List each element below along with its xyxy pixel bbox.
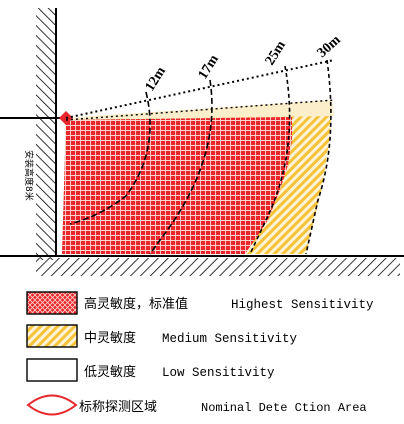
wall <box>36 8 56 260</box>
legend-label-medium-en: Medium Sensitivity <box>162 332 298 346</box>
range-label-25m: 25m <box>263 38 289 68</box>
legend-label-nominal-cn: 标称探测区域 <box>79 400 157 415</box>
legend-swatch-low <box>26 358 78 382</box>
legend-label-low-en: Low Sensitivity <box>162 366 275 380</box>
mounting-height-label: 安装高度8米 <box>23 150 35 201</box>
range-label-12m: 12m <box>143 64 169 94</box>
legend-swatch-highest <box>26 291 78 315</box>
legend-item-low: 低灵敏度 Low Sensitivity <box>26 358 275 382</box>
upper-boundary <box>65 59 335 119</box>
legend-item-nominal: 标称探测区域 Nominal Dete Ction Area <box>26 394 367 416</box>
legend-item-medium: 中灵敏度 Medium Sensitivity <box>26 324 298 348</box>
floor <box>36 258 400 276</box>
range-arc-30m <box>305 59 332 255</box>
legend-label-medium-cn: 中灵敏度 <box>84 330 136 346</box>
range-label-30m: 30m <box>315 32 344 61</box>
legend: 高灵敏度，标准值 Highest Sensitivity 中灵敏度 Medium… <box>26 291 374 416</box>
legend-swatch-medium <box>26 324 78 348</box>
legend-label-low-cn: 低灵敏度 <box>84 364 136 380</box>
detection-diagram: 12m 17m 25m 30m 安装高度8米 <box>0 8 404 276</box>
highest-sensitivity-area <box>62 117 292 254</box>
legend-label-highest-en: Highest Sensitivity <box>231 298 374 312</box>
legend-item-highest: 高灵敏度，标准值 Highest Sensitivity <box>26 291 374 315</box>
legend-label-nominal-en: Nominal Dete Ction Area <box>201 401 367 415</box>
range-arc-12m <box>69 91 151 225</box>
range-arc-17m <box>149 79 213 255</box>
range-arc-25m <box>249 65 291 255</box>
legend-swatch-nominal <box>26 394 78 416</box>
legend-label-highest-cn: 高灵敏度，标准值 <box>84 296 188 312</box>
range-label-17m: 17m <box>196 52 222 82</box>
